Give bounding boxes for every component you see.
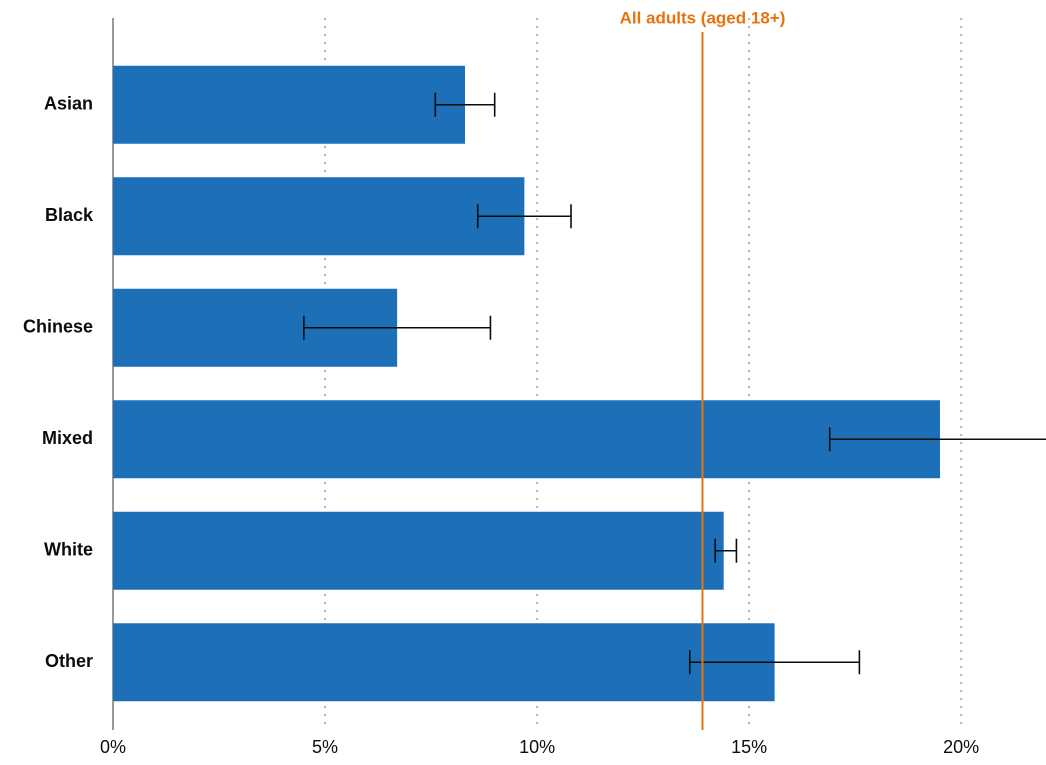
x-tick-label: 10% (519, 737, 555, 757)
y-tick-label: Mixed (42, 428, 93, 448)
bar (113, 65, 465, 144)
error-bar (828, 427, 1046, 452)
y-tick-label: Chinese (23, 317, 93, 337)
error-bar (688, 650, 861, 675)
x-tick-label: 15% (731, 737, 767, 757)
error-bar (476, 204, 572, 229)
bar (113, 511, 724, 590)
y-tick-label: Asian (44, 94, 93, 114)
x-tick-label: 20% (943, 737, 979, 757)
bar (113, 623, 775, 702)
error-bar (303, 315, 492, 340)
reference-label: All adults (aged 18+) (620, 8, 786, 27)
y-tick-label: Black (45, 205, 94, 225)
error-bar (714, 538, 738, 563)
y-tick-label: White (44, 540, 93, 560)
error-bar (434, 92, 496, 117)
y-tick-label: Other (45, 651, 93, 671)
bar (113, 177, 525, 256)
x-tick-label: 5% (312, 737, 338, 757)
x-tick-label: 0% (100, 737, 126, 757)
bar (113, 400, 940, 479)
